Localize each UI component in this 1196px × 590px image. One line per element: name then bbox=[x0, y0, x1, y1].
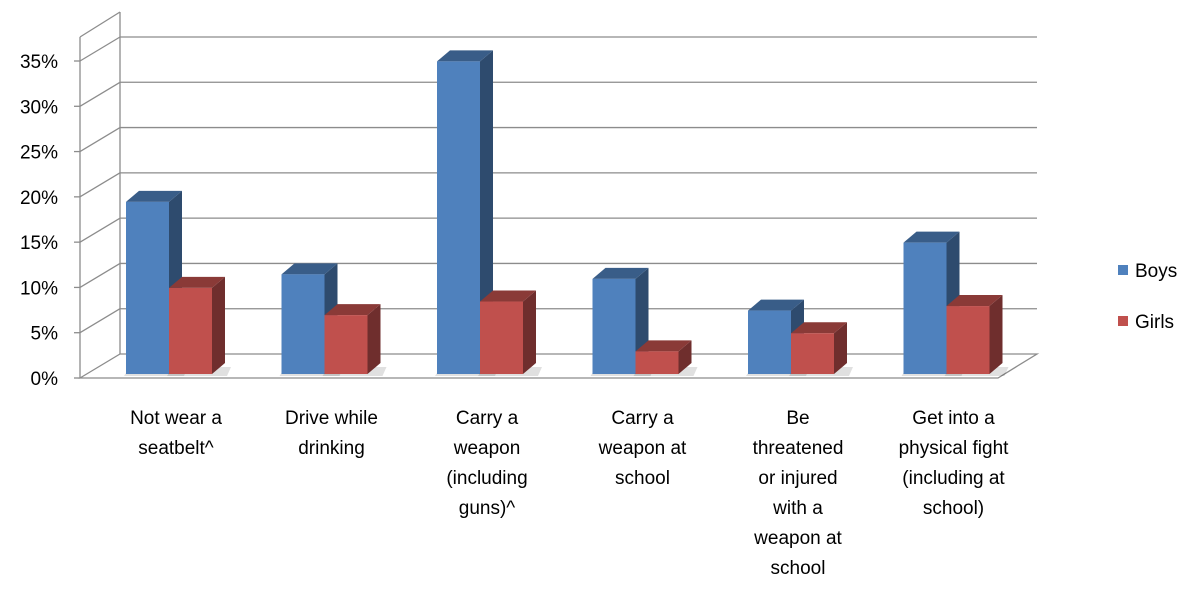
bar-girls bbox=[789, 322, 853, 376]
x-category-label-line: physical fight bbox=[899, 438, 1010, 459]
bar-side bbox=[834, 322, 847, 374]
gridline-side bbox=[79, 262, 121, 288]
x-category-label-line: weapon bbox=[453, 438, 521, 459]
gridline-side bbox=[79, 127, 121, 153]
bar-top bbox=[635, 340, 692, 352]
bars bbox=[124, 50, 1009, 376]
x-category-label-line: Not wear a bbox=[130, 408, 222, 429]
bar-girls bbox=[322, 304, 387, 376]
x-category-label: Be threatened or injured with a weapon at sch… bbox=[753, 408, 844, 579]
bar-front bbox=[126, 201, 169, 374]
x-category-label-line: weapon at bbox=[598, 438, 687, 459]
x-category-label: Carry a weapon at school bbox=[598, 408, 687, 489]
gridline-side bbox=[79, 81, 121, 107]
bar-front bbox=[480, 301, 523, 374]
bar-top bbox=[126, 190, 182, 202]
x-category-label: Carry a weapon (including guns)^ bbox=[446, 408, 527, 519]
bar-front bbox=[324, 315, 368, 374]
x-category-label-line: Be bbox=[786, 408, 809, 429]
x-category-label-line: seatbelt^ bbox=[138, 438, 214, 459]
legend-swatch-boys bbox=[1118, 265, 1128, 275]
x-category-label: Drive while drinking bbox=[285, 408, 378, 459]
x-category-label-line: school) bbox=[923, 498, 984, 519]
x-category-label: Get into a physical fight (including at sch… bbox=[899, 408, 1010, 519]
bar-side bbox=[989, 295, 1003, 374]
bar-top bbox=[791, 322, 847, 334]
y-tick-label: 30% bbox=[20, 97, 58, 118]
x-category-label-line: drinking bbox=[298, 438, 365, 459]
bar-top bbox=[946, 295, 1003, 307]
bar-side bbox=[480, 50, 493, 375]
gridline-side bbox=[79, 308, 121, 334]
x-category-label-line: Drive while bbox=[285, 408, 378, 429]
legend-swatch-girls bbox=[1118, 316, 1128, 326]
bar-girls bbox=[478, 290, 542, 376]
bar-top bbox=[903, 231, 960, 243]
category-labels: Not wear a seatbelt^ Drive while drinking Ca… bbox=[130, 408, 1009, 579]
x-category-label-line: Get into a bbox=[912, 408, 995, 429]
x-category-label-line: (including bbox=[446, 468, 527, 489]
x-category-label-line: or injured bbox=[758, 468, 837, 489]
y-tick-label: 10% bbox=[20, 278, 58, 299]
y-tick-label: 15% bbox=[20, 233, 58, 254]
y-tick-label: 25% bbox=[20, 143, 58, 164]
y-tick-label: 35% bbox=[20, 52, 58, 73]
bar-girls bbox=[944, 295, 1009, 376]
bar-front bbox=[281, 274, 325, 374]
x-category-label-line: Carry a bbox=[456, 408, 519, 429]
x-category-label-line: weapon at bbox=[753, 528, 842, 549]
bar-top bbox=[169, 276, 225, 288]
bar-boys bbox=[435, 50, 499, 376]
side-wall-top bbox=[79, 11, 121, 38]
bar-front bbox=[791, 333, 834, 374]
bar-side bbox=[212, 276, 225, 374]
y-axis-ticks: 0% 5% 10% 15% 20% 25% 30% 35% bbox=[20, 52, 58, 390]
gridline-side bbox=[79, 36, 121, 62]
bar-top bbox=[324, 304, 381, 316]
bar-top bbox=[592, 267, 649, 279]
bar-front bbox=[592, 278, 636, 374]
bar-top bbox=[480, 290, 536, 302]
bar-top bbox=[748, 299, 804, 311]
x-category-label-line: (including at bbox=[902, 468, 1005, 489]
bar-front bbox=[903, 242, 947, 374]
bar-girls bbox=[167, 276, 231, 376]
x-category-label-line: guns)^ bbox=[459, 498, 516, 519]
y-tick-label: 20% bbox=[20, 188, 58, 209]
gridlines bbox=[74, 36, 1037, 379]
legend: Boys Girls bbox=[1118, 261, 1177, 333]
x-category-label-line: school bbox=[615, 468, 670, 489]
gridline-side bbox=[79, 172, 121, 198]
x-category-label-line: with a bbox=[772, 498, 823, 519]
x-category-label-line: threatened bbox=[753, 438, 844, 459]
bar-top bbox=[437, 50, 493, 62]
x-category-label: Not wear a seatbelt^ bbox=[130, 408, 222, 459]
y-tick-label: 5% bbox=[31, 324, 59, 345]
bar-top bbox=[281, 263, 338, 275]
bar-front bbox=[946, 306, 990, 374]
x-category-label-line: Carry a bbox=[611, 408, 674, 429]
bar-side bbox=[523, 290, 536, 374]
bar-front bbox=[635, 351, 679, 374]
bar-front bbox=[748, 310, 791, 374]
bar-side bbox=[367, 304, 381, 374]
bar-girls bbox=[633, 340, 698, 376]
gridline-side bbox=[79, 217, 121, 243]
bar-side bbox=[678, 340, 692, 374]
x-category-label-line: school bbox=[771, 558, 826, 579]
legend-label-boys: Boys bbox=[1135, 261, 1177, 282]
bar-boys bbox=[279, 263, 344, 376]
bar-front bbox=[437, 61, 480, 375]
legend-label-girls: Girls bbox=[1135, 312, 1174, 333]
bar-front bbox=[169, 287, 212, 374]
y-tick-label: 0% bbox=[31, 369, 59, 390]
